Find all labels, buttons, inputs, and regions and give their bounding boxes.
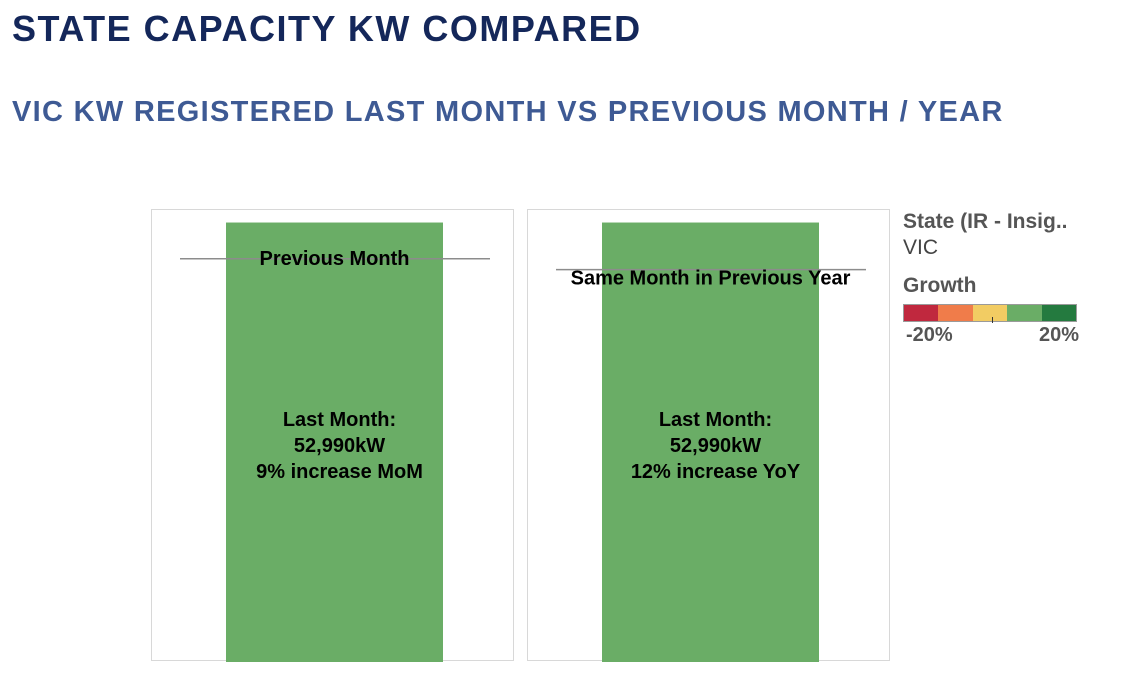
bar-data-label-line-1: Last Month: (283, 409, 396, 431)
page-subtitle: VIC KW REGISTERED LAST MONTH VS PREVIOUS… (12, 96, 1004, 128)
bar-vic (602, 222, 819, 662)
growth-min-label: -20% (906, 324, 953, 346)
bar-data-label-line-3: 9% increase MoM (256, 461, 423, 483)
bar-data-label-line-1: Last Month: (659, 409, 772, 431)
bar-data-label-line-2: 52,990kW (294, 435, 385, 457)
bar-data-label-line-2: 52,990kW (670, 435, 761, 457)
reference-line-label: Previous Month (259, 248, 409, 270)
ramp-segment-4 (1007, 305, 1042, 321)
chart-previous-year: Same Month in Previous Year Last Month: 52… (556, 222, 866, 662)
chart-previous-month: Previous Month Last Month: 52,990kW 9% incr… (180, 222, 490, 662)
page-title: STATE CAPACITY KW COMPARED (12, 8, 642, 49)
bar-data-label-line-3: 12% increase YoY (631, 461, 801, 483)
ramp-segment-5 (1041, 305, 1077, 321)
legend-growth-title: Growth (903, 274, 977, 297)
ramp-segment-3 (972, 305, 1008, 321)
ramp-segment-1 (904, 305, 939, 321)
ramp-zero-tick (992, 317, 993, 323)
growth-ramp-labels: -20% 20% (903, 324, 1079, 348)
growth-color-ramp (903, 304, 1077, 323)
chart-panel-previous-year: Same Month in Previous Year Last Month: 52… (527, 209, 890, 662)
chart-panel-previous-month: Previous Month Last Month: 52,990kW 9% incr… (151, 209, 514, 662)
bar-vic (226, 222, 443, 662)
ramp-segment-2 (938, 305, 973, 321)
legend-state-value[interactable]: VIC (903, 236, 939, 259)
growth-max-label: 20% (1038, 324, 1079, 346)
legend: State (IR - Insig.. VIC Growth -20% 20% (903, 210, 1138, 348)
legend-state-title: State (IR - Insig.. (903, 210, 1068, 233)
reference-line-label: Same Month in Previous Year (571, 268, 851, 290)
